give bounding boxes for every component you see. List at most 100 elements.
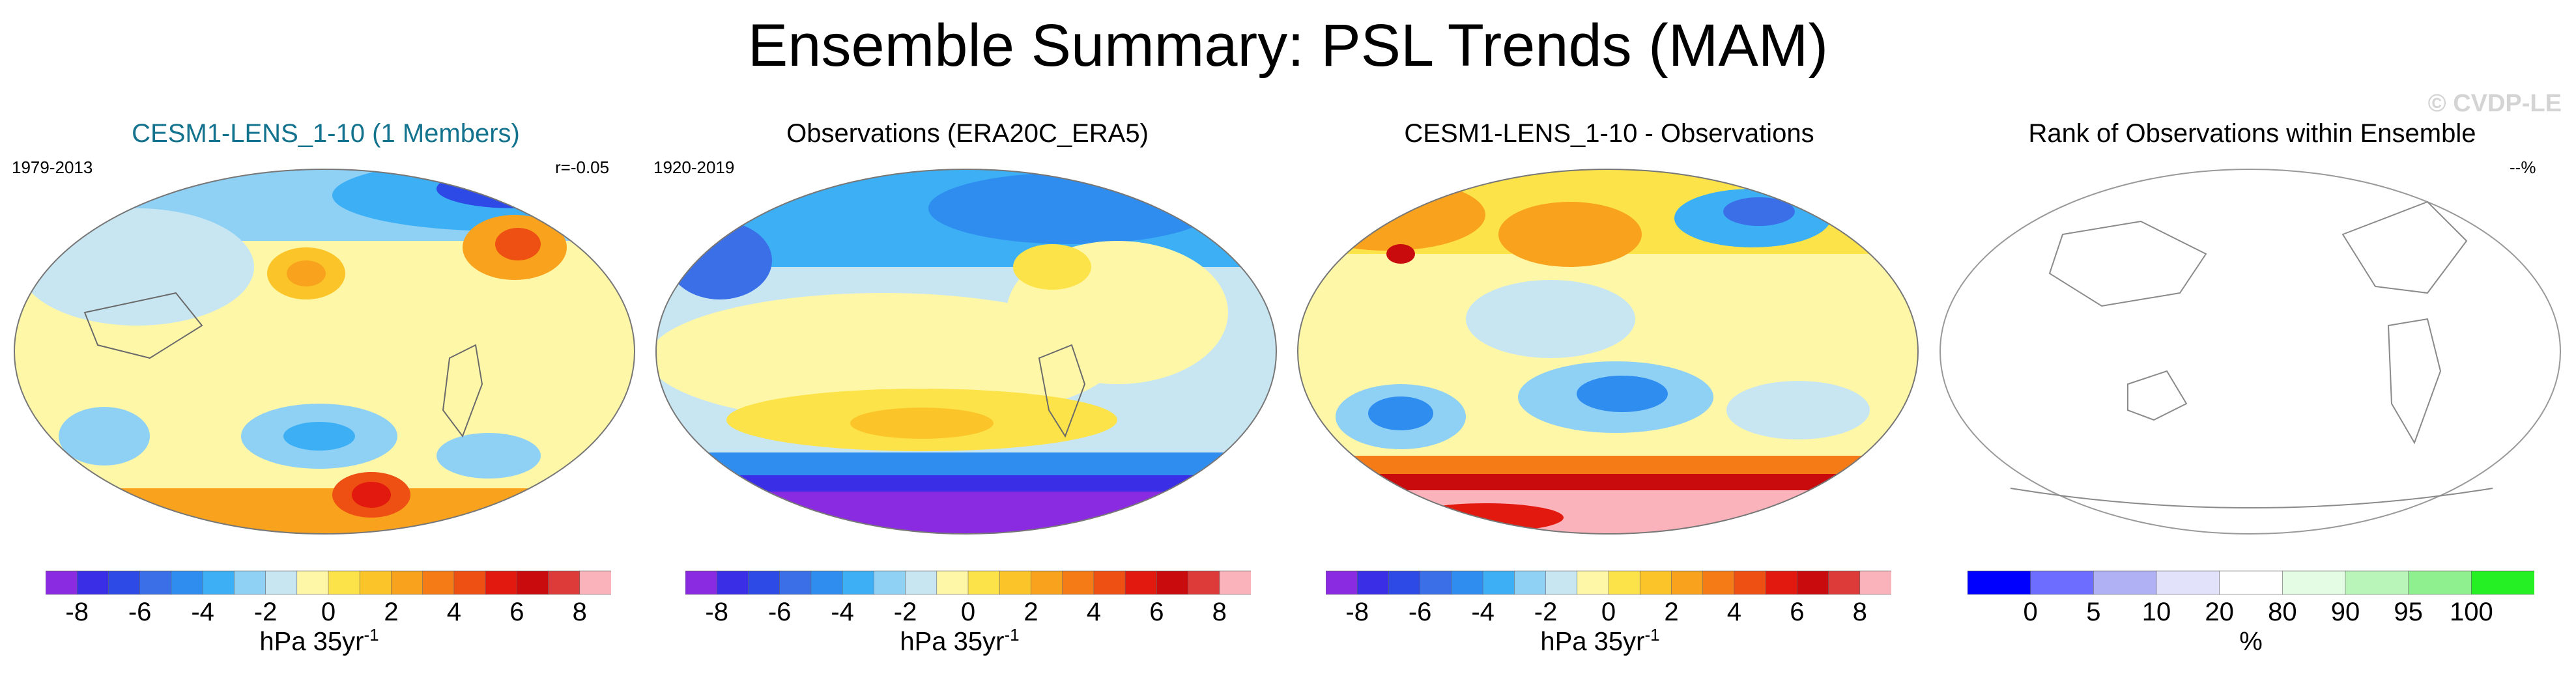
colorbar-swatch <box>1577 570 1609 595</box>
colorbar-swatch <box>2030 570 2095 595</box>
colorbar-swatch <box>1797 570 1829 595</box>
colorbar-swatch <box>1702 570 1735 595</box>
colorbar-swatch <box>1124 570 1158 595</box>
colorbar-swatch <box>46 570 78 595</box>
rank-colorbar-tick-label: 80 <box>2268 598 2297 626</box>
figure-title: Ensemble Summary: PSL Trends (MAM) <box>747 12 1829 79</box>
colorbar-swatch <box>202 570 235 595</box>
colorbar-tick-label: 2 <box>1664 598 1679 626</box>
trend-colorbar-difference <box>1326 570 1891 595</box>
colorbar-swatch <box>967 570 1001 595</box>
panel-title-observations: Observations (ERA20C_ERA5) <box>786 119 1149 148</box>
colorbar-tick-label: 2 <box>1023 598 1038 626</box>
colorbar-swatch <box>1734 570 1766 595</box>
colorbar-swatch <box>453 570 486 595</box>
colorbar-swatch <box>234 570 266 595</box>
colorbar-swatch <box>517 570 549 595</box>
colorbar-swatch <box>1482 570 1515 595</box>
colorbar-swatch <box>1219 570 1251 595</box>
colorbar-swatch <box>1388 570 1421 595</box>
trend-colorbar-model <box>46 570 611 595</box>
colorbar-tick-label: -8 <box>705 598 728 626</box>
rank-colorbar <box>1968 570 2534 595</box>
colorbar-swatch <box>265 570 298 595</box>
units-label-model: hPa 35yr-1 <box>259 625 379 656</box>
colorbar-tick-label: -4 <box>831 598 854 626</box>
panel-title-difference: CESM1-LENS_1-10 - Observations <box>1404 119 1814 148</box>
colorbar-swatch <box>391 570 423 595</box>
colorbar-swatch <box>1968 570 2031 595</box>
colorbar-tick-label: 4 <box>1726 598 1741 626</box>
colorbar-swatch <box>905 570 937 595</box>
colorbar-swatch <box>1828 570 1861 595</box>
rank-percent-label: --% <box>2510 158 2536 177</box>
colorbar-swatch <box>548 570 580 595</box>
colorbar-tick-label: -4 <box>191 598 214 626</box>
rank-colorbar-tick-label: 20 <box>2205 598 2234 626</box>
correlation-label: r=-0.05 <box>555 158 610 177</box>
colorbar-swatch <box>171 570 203 595</box>
units-label-observations: hPa 35yr-1 <box>900 625 1020 656</box>
colorbar-tick-label: 6 <box>509 598 524 626</box>
colorbar-swatch <box>579 570 611 595</box>
colorbar-swatch <box>485 570 518 595</box>
colorbar-swatch <box>936 570 969 595</box>
colorbar-swatch <box>874 570 906 595</box>
colorbar-swatch <box>1031 570 1063 595</box>
colorbar-tick-label: 8 <box>572 598 587 626</box>
colorbar-swatch <box>2156 570 2220 595</box>
colorbar-swatch <box>1608 570 1641 595</box>
colorbar-swatch <box>422 570 455 595</box>
colorbar-swatch <box>1420 570 1452 595</box>
colorbar-swatch <box>2219 570 2283 595</box>
colorbar-swatch <box>328 570 361 595</box>
rank-colorbar-tick-label: 100 <box>2449 598 2493 626</box>
colorbar-swatch <box>716 570 749 595</box>
colorbar-tick-label: -2 <box>253 598 278 626</box>
colorbar-tick-label: -6 <box>128 598 152 626</box>
colorbar-swatch <box>842 570 875 595</box>
units-label-rank: % <box>2239 627 2263 656</box>
colorbar-tick-label: 8 <box>1212 598 1227 626</box>
rank-colorbar-tick-label: 10 <box>2141 598 2171 626</box>
panel-title-model: CESM1-LENS_1-10 (1 Members) <box>132 119 520 148</box>
colorbar-tick-label: -6 <box>767 598 792 626</box>
colorbar-tick-label: 6 <box>1790 598 1805 626</box>
colorbar-swatch <box>2282 570 2346 595</box>
colorbar-swatch <box>2408 570 2472 595</box>
colorbar-tick-label: -8 <box>65 598 89 626</box>
colorbar-swatch <box>1356 570 1390 595</box>
colorbar-tick-label: -2 <box>893 598 917 626</box>
map-rank-blank <box>1939 169 2561 535</box>
colorbar-tick-label: -8 <box>1345 598 1369 626</box>
watermark: © CVDP-LE <box>2427 90 2562 117</box>
colorbar-tick-label: 0 <box>321 598 336 626</box>
rank-colorbar-tick-label: 5 <box>2086 598 2101 626</box>
colorbar-swatch <box>2093 570 2157 595</box>
colorbar-swatch <box>76 570 109 595</box>
colorbar-tick-label: 2 <box>384 598 399 626</box>
colorbar-swatch <box>810 570 843 595</box>
colorbar-swatch <box>748 570 780 595</box>
colorbar-tick-label: 0 <box>960 598 976 626</box>
period-label-observations: 1920-2019 <box>653 158 735 177</box>
colorbar-swatch <box>1514 570 1547 595</box>
colorbar-swatch <box>1451 570 1483 595</box>
colorbar-swatch <box>2471 570 2534 595</box>
colorbar-swatch <box>1765 570 1798 595</box>
map-model-trend <box>14 169 635 535</box>
trend-colorbar-observations <box>685 570 1251 595</box>
units-label-difference: hPa 35yr-1 <box>1540 625 1660 656</box>
colorbar-swatch <box>108 570 141 595</box>
colorbar-swatch <box>779 570 812 595</box>
colorbar-tick-label: 8 <box>1852 598 1867 626</box>
colorbar-swatch <box>1062 570 1095 595</box>
map-difference-trend <box>1297 169 1919 535</box>
rank-colorbar-tick-label: 95 <box>2394 598 2423 626</box>
colorbar-swatch <box>1639 570 1672 595</box>
colorbar-swatch <box>1326 570 1358 595</box>
colorbar-tick-label: 4 <box>446 598 461 626</box>
colorbar-tick-label: 4 <box>1086 598 1101 626</box>
colorbar-tick-label: 0 <box>1601 598 1616 626</box>
colorbar-swatch <box>2345 570 2409 595</box>
